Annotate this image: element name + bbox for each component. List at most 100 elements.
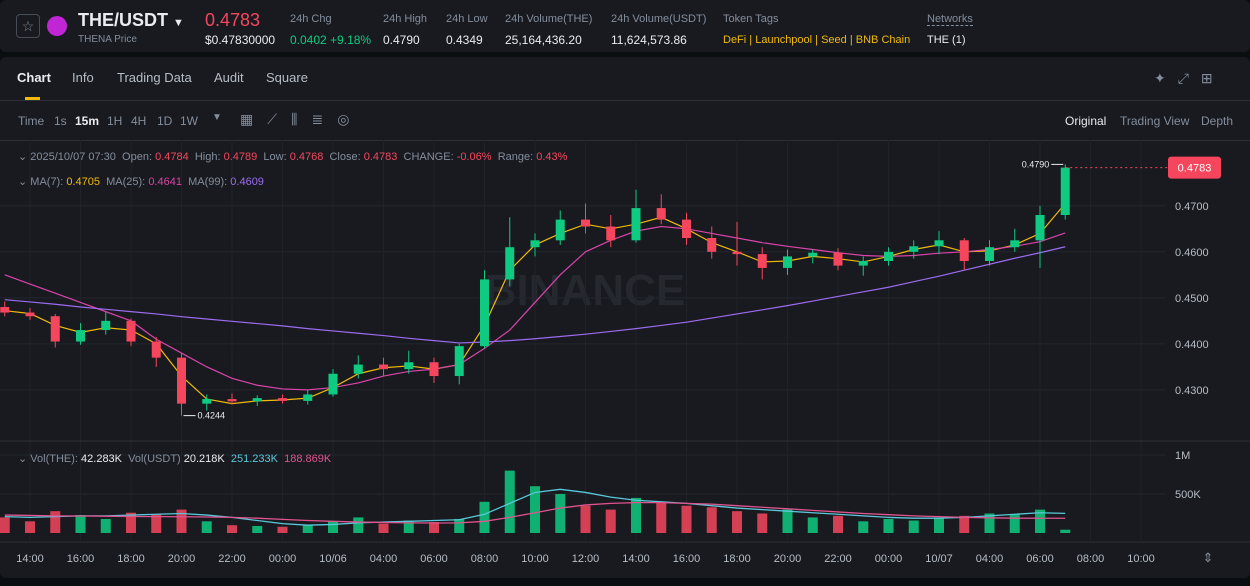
volume-bar [50,511,61,533]
interval-dropdown[interactable]: ▼ [212,112,222,123]
interval[interactable]: Time [18,114,45,128]
panel-icons[interactable]: ✦⤢⊞ [1154,70,1225,86]
y-tick-label: 0.4400 [1175,339,1209,351]
candle-body [303,394,313,401]
scale-toggle: ⇕ [1203,550,1214,565]
stat-label: 24h High [383,13,428,25]
change-pct: +9.18% [330,33,372,47]
volume-bar [656,501,667,533]
volume-ma-line [4,501,1066,524]
stat-value: 0.0402 +9.18% [290,33,371,47]
tab[interactable]: Chart [17,70,51,85]
candle-body [379,364,388,370]
legend-text: MA(7): [30,176,64,188]
legend-value: 0.4768 [289,151,324,163]
volume-bar [151,514,162,533]
legend-text: Range: [497,151,534,163]
candle-body [884,251,893,262]
tag[interactable]: BNB Chain [855,34,911,46]
x-tick-label: 10:00 [521,553,549,565]
legend-text: Vol(THE): [30,453,78,465]
legend-value: 0.4705 [66,176,100,188]
candle-body [732,251,742,255]
interval[interactable]: 4H [131,114,147,128]
tab[interactable]: Square [266,70,308,85]
volume-bar [555,494,566,533]
volume-bar [0,517,10,533]
candle-body [404,362,414,370]
x-tick-label: 08:00 [1077,553,1105,565]
chart-panel [0,57,1250,578]
interval[interactable]: 1D [157,114,173,128]
volume-bar [984,513,995,533]
x-tick-label: 06:00 [420,553,448,565]
volume-bar [328,521,338,533]
favorite-button[interactable]: ☆ [16,14,40,38]
candle-body [1035,215,1045,241]
candle-body [480,279,489,347]
candle-body [858,261,868,266]
stat-label: 24h Volume(THE) [505,13,593,25]
view-option[interactable]: Trading View [1120,114,1190,128]
tag[interactable]: Launchpool [755,34,813,46]
x-tick-label: 00:00 [269,553,297,565]
interval[interactable]: 1H [107,114,123,128]
x-tick-label: 16:00 [67,553,95,565]
x-tick-label: 20:00 [168,553,196,565]
last-price-tag: 0.4783 [1178,163,1212,175]
volume-bar [883,518,894,533]
candle-body [25,312,35,317]
legend-value: 0.4609 [230,176,264,188]
tab[interactable]: Trading Data [117,70,192,85]
volume-bar [378,523,389,533]
subtitle[interactable]: THENA Price [78,34,137,45]
candle-body [783,256,792,268]
interval[interactable]: 15m [75,114,100,128]
volume-bar [757,513,768,533]
volume-bar [227,525,237,533]
volume-bar [176,509,187,533]
legend-text: 2025/10/07 07:30 [30,151,116,163]
candle-body [76,330,85,342]
tool-icons[interactable]: ▦⟋⫼≣◎ [240,111,364,127]
tab[interactable]: Info [72,70,94,85]
candle-body [278,398,287,401]
candle-body [934,240,944,247]
volume-bar [429,522,439,533]
candle-body [328,373,338,395]
interval[interactable]: 1W [180,114,198,128]
coin-icon [47,16,67,36]
volume-bar [706,507,717,533]
view-option[interactable]: Original [1065,114,1107,128]
x-tick-label: 20:00 [774,553,802,565]
view-option[interactable]: Depth [1201,114,1234,128]
x-tick-label: 04:00 [976,553,1004,565]
legend-value: 188.869K [284,453,332,465]
candle-body [707,238,717,252]
stat-label: 24h Chg [290,13,332,25]
candle-body [530,240,540,248]
tab-underline [25,97,40,100]
tag[interactable]: DeFi [723,34,747,46]
x-tick-label: 10/07 [925,553,953,565]
vol-legend: ⌄ Vol(THE): 42.283K Vol(USDT) 20.218K 25… [18,453,332,465]
stat-value: 0.4349 [446,33,483,47]
volume-bar [25,521,35,533]
stat-label: Token Tags [723,13,779,25]
legend-text: High: [194,151,221,163]
candle-body [581,219,590,227]
x-tick-label: 12:00 [572,553,600,565]
candle-body [909,246,919,252]
tab[interactable]: Audit [214,70,244,85]
candle-body [985,247,994,262]
x-tick-label: 10:00 [1127,553,1155,565]
candle-body [959,240,969,262]
tag[interactable]: Seed [821,34,847,46]
x-tick-label: 22:00 [824,553,852,565]
high-marker: 0.4790 [1022,159,1050,169]
symbol[interactable]: THE/USDT ▼ [78,10,184,30]
tags: DeFi | Launchpool | Seed | BNB Chain [723,34,911,46]
x-tick-label: 14:00 [16,553,44,565]
interval[interactable]: 1s [54,114,67,128]
legend-value: 0.43% [536,151,568,163]
